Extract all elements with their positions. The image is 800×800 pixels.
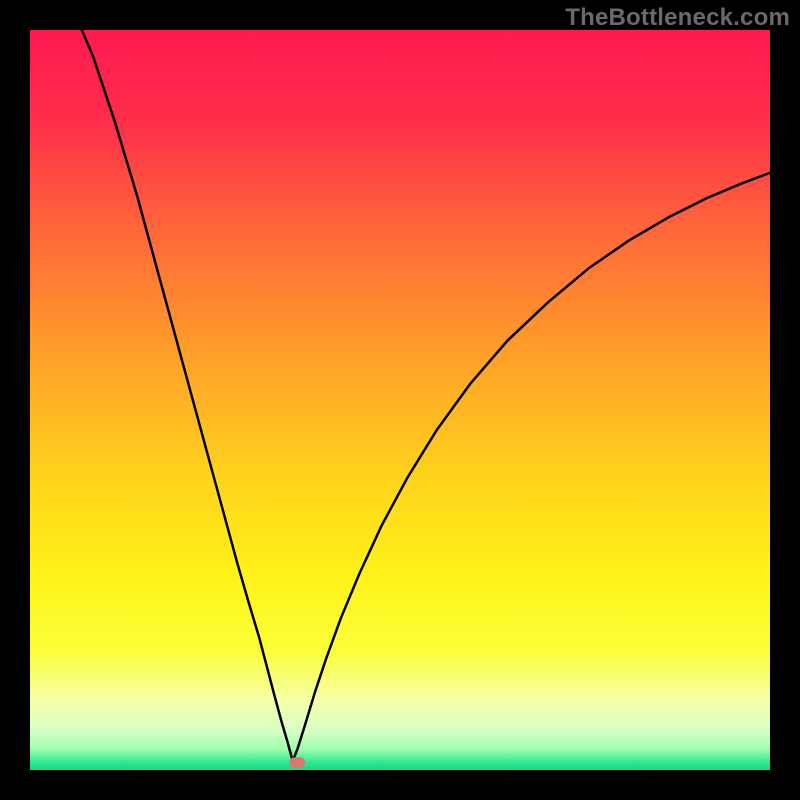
chart-canvas: TheBottleneck.com [0, 0, 800, 800]
watermark-text: TheBottleneck.com [565, 4, 790, 32]
optimal-point-marker [289, 757, 305, 767]
plot-area [30, 30, 770, 770]
plot-svg [30, 30, 770, 770]
gradient-background [30, 30, 770, 770]
